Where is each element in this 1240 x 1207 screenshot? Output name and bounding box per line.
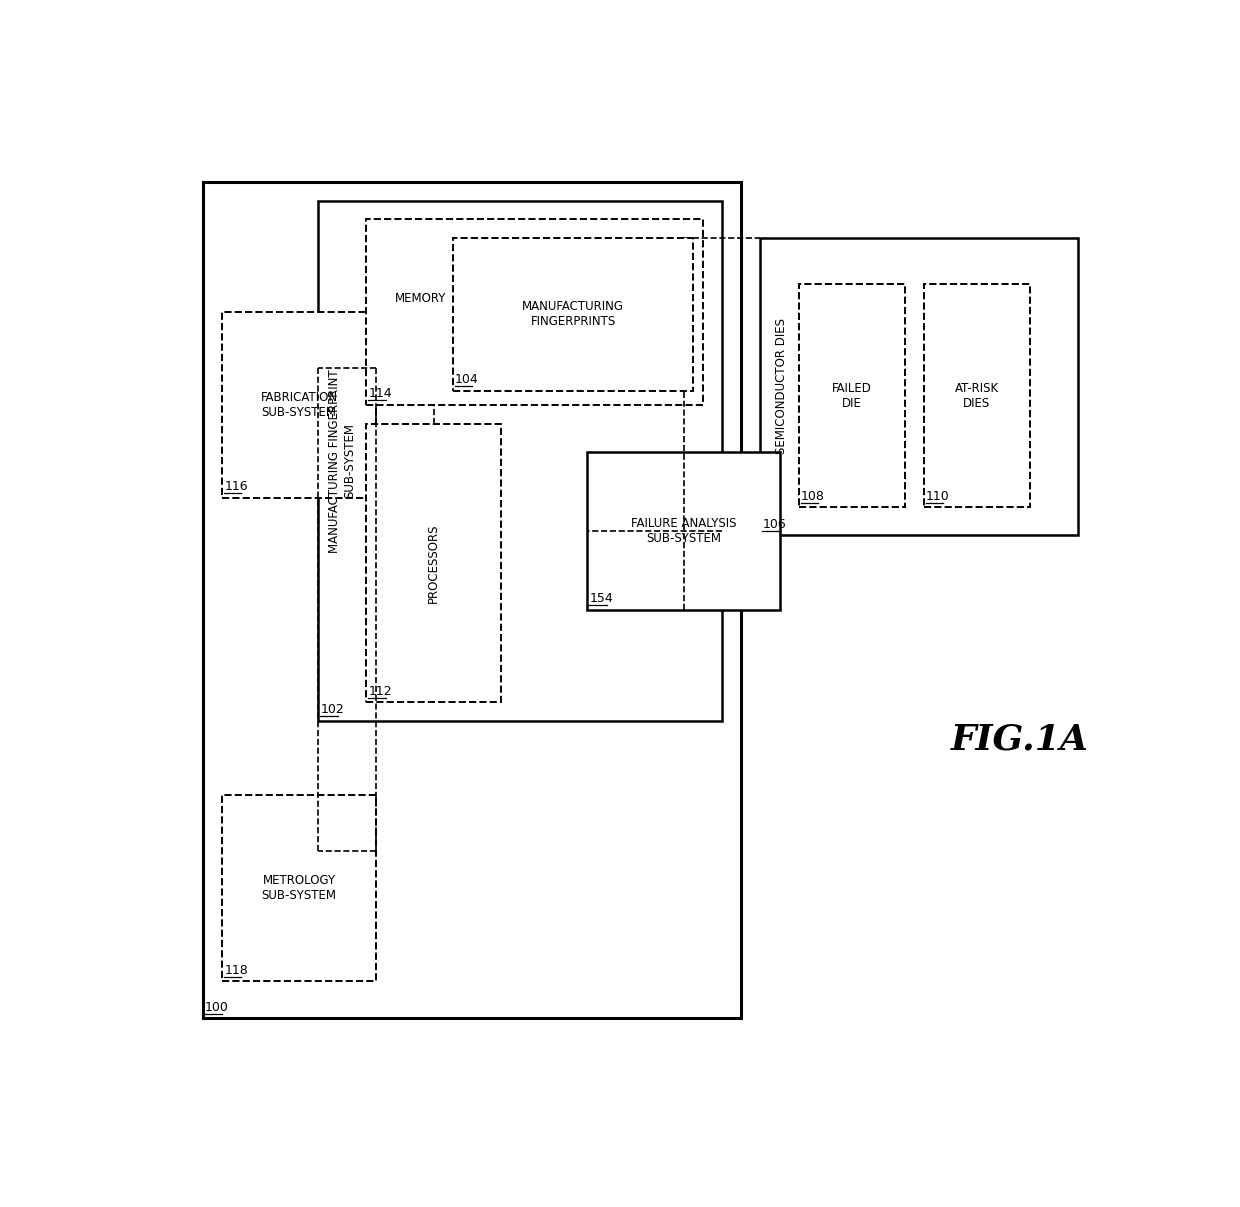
Text: 118: 118 — [224, 963, 248, 976]
Text: FAILURE ANALYSIS
SUB-SYSTEM: FAILURE ANALYSIS SUB-SYSTEM — [631, 517, 737, 544]
Bar — [222, 795, 376, 981]
Text: SEMICONDUCTOR DIES: SEMICONDUCTOR DIES — [775, 319, 789, 455]
Text: 100: 100 — [205, 1001, 229, 1014]
Bar — [588, 451, 780, 610]
Text: FAILED
DIE: FAILED DIE — [832, 381, 872, 409]
Bar — [453, 238, 693, 391]
Text: AT-RISK
DIES: AT-RISK DIES — [955, 381, 998, 409]
Text: 108: 108 — [801, 490, 825, 502]
Text: MANUFACTURING
FINGERPRINTS: MANUFACTURING FINGERPRINTS — [522, 301, 624, 328]
Text: FABRICATION
SUB-SYSTEM: FABRICATION SUB-SYSTEM — [260, 391, 337, 419]
Bar — [222, 313, 376, 498]
Bar — [924, 284, 1029, 507]
Text: MANUFACTURING FINGERPRINT
SUB-SYSTEM: MANUFACTURING FINGERPRINT SUB-SYSTEM — [329, 369, 356, 553]
Bar — [319, 200, 722, 721]
Text: METROLOGY
SUB-SYSTEM: METROLOGY SUB-SYSTEM — [262, 874, 336, 903]
Text: 102: 102 — [320, 704, 343, 717]
Text: 110: 110 — [926, 490, 950, 502]
Text: 104: 104 — [455, 373, 479, 386]
Bar — [799, 284, 905, 507]
Bar — [367, 424, 501, 702]
Text: MEMORY: MEMORY — [396, 292, 446, 304]
Bar — [760, 238, 1078, 535]
Text: 114: 114 — [368, 387, 392, 401]
Bar — [203, 182, 742, 1019]
Bar — [367, 220, 703, 406]
Text: PROCESSORS: PROCESSORS — [428, 524, 440, 602]
Text: 106: 106 — [763, 518, 786, 531]
Text: 112: 112 — [368, 684, 392, 698]
Text: 154: 154 — [589, 591, 613, 605]
Text: FIG.1A: FIG.1A — [951, 723, 1089, 757]
Text: 116: 116 — [224, 480, 248, 494]
